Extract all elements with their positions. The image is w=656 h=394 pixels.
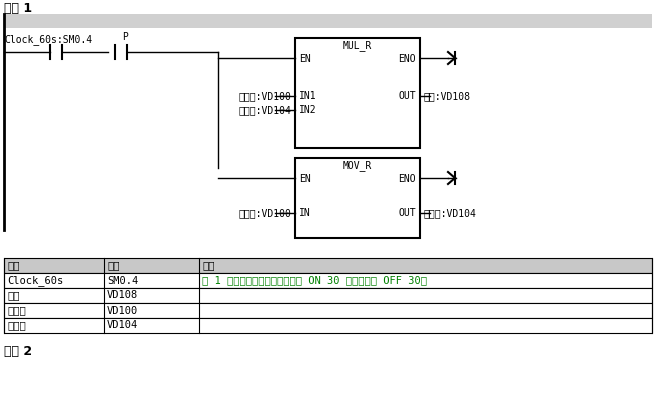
- Text: 上次值:VD104: 上次值:VD104: [424, 208, 477, 218]
- Text: IN1: IN1: [299, 91, 317, 101]
- Text: 上次值: 上次值: [7, 320, 26, 331]
- Text: ENO: ENO: [398, 54, 416, 64]
- Text: Clock_60s:SM0.4: Clock_60s:SM0.4: [4, 34, 92, 45]
- Text: VD108: VD108: [107, 290, 138, 301]
- Text: EN: EN: [299, 54, 311, 64]
- Text: MUL_R: MUL_R: [343, 40, 372, 51]
- Text: VD104: VD104: [107, 320, 138, 331]
- Text: 符号: 符号: [7, 260, 20, 271]
- Bar: [4, 273, 652, 288]
- Text: 网络 2: 网络 2: [4, 345, 32, 358]
- Text: SM0.4: SM0.4: [107, 275, 138, 286]
- Bar: [4, 14, 652, 28]
- Bar: [295, 158, 420, 238]
- Text: VD100: VD100: [107, 305, 138, 316]
- Text: Clock_60s: Clock_60s: [7, 275, 63, 286]
- Bar: [4, 258, 652, 273]
- Text: 差值: 差值: [7, 290, 20, 301]
- Text: OUT: OUT: [398, 208, 416, 218]
- Bar: [4, 303, 652, 318]
- Text: 差值:VD108: 差值:VD108: [424, 91, 471, 101]
- Text: 地址: 地址: [107, 260, 119, 271]
- Text: P: P: [122, 32, 128, 42]
- Text: OUT: OUT: [398, 91, 416, 101]
- Text: 当前值: 当前值: [7, 305, 26, 316]
- Text: 上次值:VD104: 上次值:VD104: [238, 105, 291, 115]
- Text: IN: IN: [299, 208, 311, 218]
- Bar: [295, 38, 420, 148]
- Text: EN: EN: [299, 174, 311, 184]
- Text: 当前值:VD100: 当前值:VD100: [238, 91, 291, 101]
- Text: IN2: IN2: [299, 105, 317, 115]
- Text: 注释: 注释: [202, 260, 215, 271]
- Bar: [4, 318, 652, 333]
- Text: ENO: ENO: [398, 174, 416, 184]
- Text: 网络 1: 网络 1: [4, 2, 32, 15]
- Text: MOV_R: MOV_R: [343, 160, 372, 171]
- Bar: [4, 288, 652, 303]
- Text: 当前值:VD100: 当前值:VD100: [238, 208, 291, 218]
- Text: 在 1 分钟的循环周期内，接通为 ON 30 秒，关断为 OFF 30秒: 在 1 分钟的循环周期内，接通为 ON 30 秒，关断为 OFF 30秒: [202, 275, 427, 286]
